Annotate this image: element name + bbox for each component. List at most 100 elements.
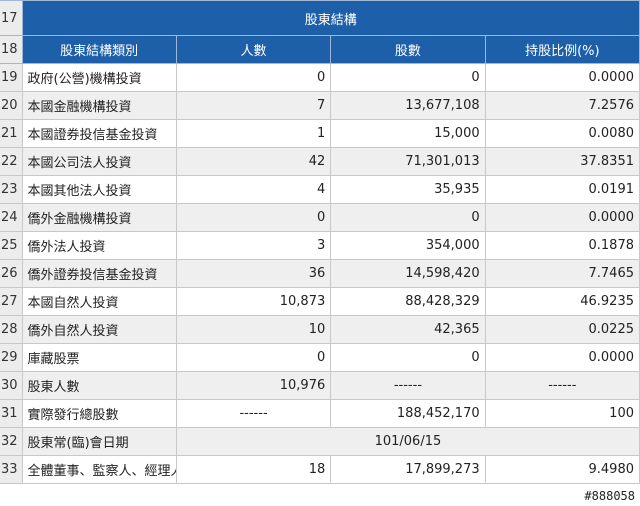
people-cell: 42 bbox=[175, 147, 332, 176]
ratio-cell: 0.0000 bbox=[484, 343, 640, 372]
watermark: #888058 bbox=[583, 489, 636, 503]
people-cell: 36 bbox=[175, 259, 332, 288]
category-cell: 實際發行總股數 bbox=[21, 399, 177, 428]
column-header-people: 人數 bbox=[175, 35, 332, 64]
people-cell: 3 bbox=[175, 231, 332, 260]
category-cell: 庫藏股票 bbox=[21, 343, 177, 372]
row-number: 22 bbox=[0, 147, 23, 176]
table-row: 28 僑外自然人投資 10 42,365 0.0225 bbox=[0, 315, 640, 344]
shares-cell: 88,428,329 bbox=[330, 287, 486, 316]
column-header-shares: 股數 bbox=[330, 35, 486, 64]
people-cell: 4 bbox=[175, 175, 332, 204]
table-row: 23 本國其他法人投資 4 35,935 0.0191 bbox=[0, 175, 640, 204]
table-row: 33全體董事、監察人、經理人及持股１０％以上股東1817,899,2739.49… bbox=[0, 455, 640, 484]
table-row: 27 本國自然人投資 10,873 88,428,329 46.9235 bbox=[0, 287, 640, 316]
table-title: 股東結構 bbox=[21, 0, 640, 36]
category-cell: 股東人數 bbox=[21, 371, 177, 400]
ratio-cell: 100 bbox=[484, 399, 640, 428]
ratio-cell: 0.0000 bbox=[484, 63, 640, 92]
shares-cell: 15,000 bbox=[330, 119, 486, 148]
table-row: 31 實際發行總股數 ------ 188,452,170 100 bbox=[0, 399, 640, 428]
ratio-cell: ------ bbox=[484, 371, 640, 400]
header-row: 18 股東結構類別 人數 股數 持股比例(%) bbox=[0, 35, 640, 64]
shares-cell: 71,301,013 bbox=[330, 147, 486, 176]
category-cell: 股東常(臨)會日期 bbox=[21, 427, 177, 456]
row-number: 26 bbox=[0, 259, 23, 288]
people-cell: 10 bbox=[175, 315, 332, 344]
people-cell: 0 bbox=[175, 343, 332, 372]
ratio-cell: 0.0000 bbox=[484, 203, 640, 232]
table-row: 29 庫藏股票 0 0 0.0000 bbox=[0, 343, 640, 372]
table-row: 32 股東常(臨)會日期 101/06/15 bbox=[0, 427, 640, 456]
row-number: 19 bbox=[0, 63, 23, 92]
shares-cell: 0 bbox=[330, 343, 486, 372]
table-row: 21 本國證券投信基金投資 1 15,000 0.0080 bbox=[0, 119, 640, 148]
category-cell: 僑外金融機構投資 bbox=[21, 203, 177, 232]
people-cell: 10,976 bbox=[175, 371, 332, 400]
shares-cell: 0 bbox=[330, 63, 486, 92]
shares-cell: 42,365 bbox=[330, 315, 486, 344]
ratio-cell: 7.2576 bbox=[484, 91, 640, 120]
table-row: 30 股東人數 10,976 ------ ------ bbox=[0, 371, 640, 400]
row-number: 24 bbox=[0, 203, 23, 232]
category-cell: 僑外法人投資 bbox=[21, 231, 177, 260]
people-cell: 10,873 bbox=[175, 287, 332, 316]
shares-cell: 354,000 bbox=[330, 231, 486, 260]
column-header-ratio: 持股比例(%) bbox=[484, 35, 640, 64]
ratio-cell: 0.0080 bbox=[484, 119, 640, 148]
shares-cell: 17,899,273 bbox=[330, 455, 486, 484]
meeting-date-cell: 101/06/15 bbox=[175, 427, 640, 456]
ratio-cell: 9.4980 bbox=[484, 455, 640, 484]
row-number: 20 bbox=[0, 91, 23, 120]
row-number: 21 bbox=[0, 119, 23, 148]
row-number: 32 bbox=[0, 427, 23, 456]
shares-cell: 188,452,170 bbox=[330, 399, 486, 428]
row-number: 29 bbox=[0, 343, 23, 372]
shares-cell: 0 bbox=[330, 203, 486, 232]
shares-cell: 14,598,420 bbox=[330, 259, 486, 288]
category-cell: 全體董事、監察人、經理人及持股１０％以上股東 bbox=[21, 455, 177, 484]
row-number: 27 bbox=[0, 287, 23, 316]
table-row: 26 僑外證券投信基金投資 36 14,598,420 7.7465 bbox=[0, 259, 640, 288]
row-number: 17 bbox=[0, 0, 23, 36]
category-cell: 僑外證券投信基金投資 bbox=[21, 259, 177, 288]
ratio-cell: 46.9235 bbox=[484, 287, 640, 316]
row-number: 30 bbox=[0, 371, 23, 400]
ratio-cell: 0.0191 bbox=[484, 175, 640, 204]
shares-cell: 13,677,108 bbox=[330, 91, 486, 120]
ratio-cell: 37.8351 bbox=[484, 147, 640, 176]
people-cell: 0 bbox=[175, 63, 332, 92]
shares-cell: ------ bbox=[330, 371, 486, 400]
people-cell: 7 bbox=[175, 91, 332, 120]
row-number: 31 bbox=[0, 399, 23, 428]
table-row: 25 僑外法人投資 3 354,000 0.1878 bbox=[0, 231, 640, 260]
category-cell: 僑外自然人投資 bbox=[21, 315, 177, 344]
category-cell: 本國自然人投資 bbox=[21, 287, 177, 316]
ratio-cell: 0.1878 bbox=[484, 231, 640, 260]
shareholder-structure-table: 17 股東結構 18 股東結構類別 人數 股數 持股比例(%) 19 政府(公營)… bbox=[0, 0, 640, 484]
category-cell: 本國金融機構投資 bbox=[21, 91, 177, 120]
column-header-category: 股東結構類別 bbox=[21, 35, 177, 64]
people-cell: 18 bbox=[175, 455, 332, 484]
table-row: 20 本國金融機構投資 7 13,677,108 7.2576 bbox=[0, 91, 640, 120]
ratio-cell: 0.0225 bbox=[484, 315, 640, 344]
category-cell: 政府(公營)機構投資 bbox=[21, 63, 177, 92]
people-cell: 1 bbox=[175, 119, 332, 148]
category-cell: 本國證券投信基金投資 bbox=[21, 119, 177, 148]
category-cell: 本國其他法人投資 bbox=[21, 175, 177, 204]
people-cell: 0 bbox=[175, 203, 332, 232]
people-cell: ------ bbox=[175, 399, 332, 428]
row-number: 28 bbox=[0, 315, 23, 344]
category-cell: 本國公司法人投資 bbox=[21, 147, 177, 176]
title-row: 17 股東結構 bbox=[0, 0, 640, 36]
row-number: 25 bbox=[0, 231, 23, 260]
ratio-cell: 7.7465 bbox=[484, 259, 640, 288]
shares-cell: 35,935 bbox=[330, 175, 486, 204]
table-row: 24 僑外金融機構投資 0 0 0.0000 bbox=[0, 203, 640, 232]
table-row: 22 本國公司法人投資 42 71,301,013 37.8351 bbox=[0, 147, 640, 176]
row-number: 18 bbox=[0, 35, 23, 64]
row-number: 33 bbox=[0, 455, 23, 484]
table-row: 19 政府(公營)機構投資 0 0 0.0000 bbox=[0, 63, 640, 92]
row-number: 23 bbox=[0, 175, 23, 204]
